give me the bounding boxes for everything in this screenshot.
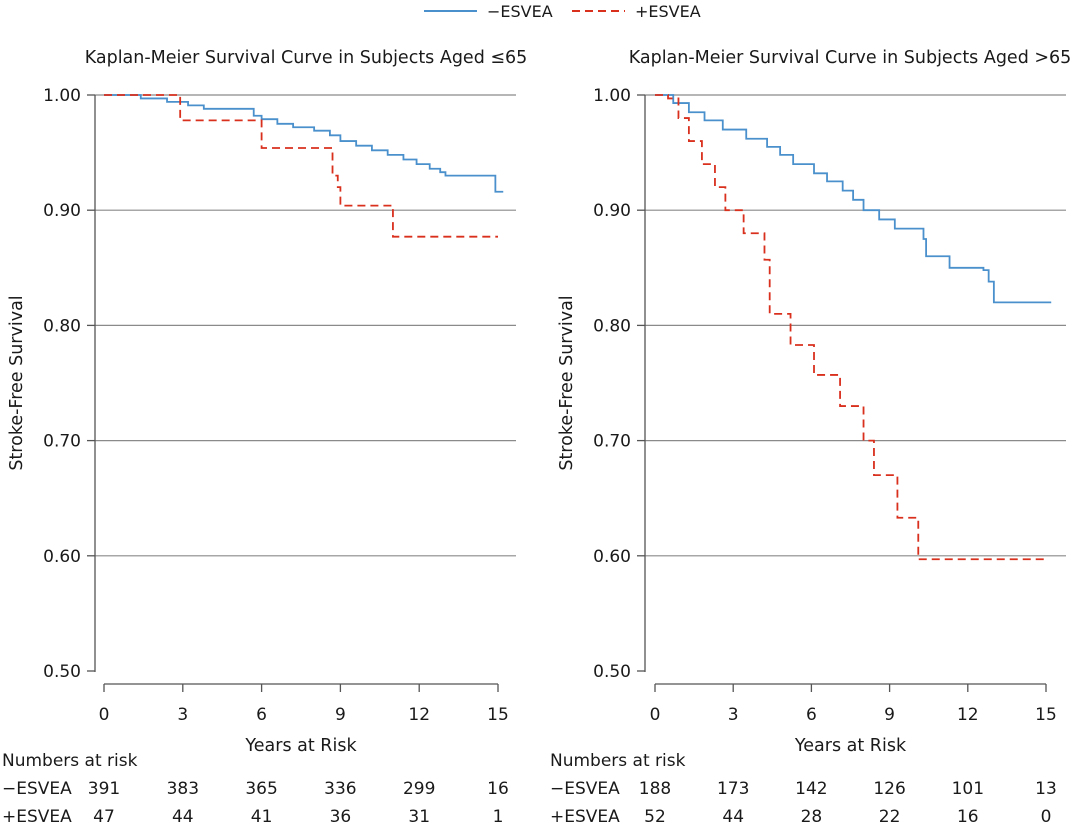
y-tick-label: 0.60	[43, 547, 81, 567]
y-tick-label: 0.80	[43, 316, 81, 336]
risk-count: 52	[644, 807, 666, 827]
risk-count: 31	[408, 807, 430, 827]
risk-count: 383	[167, 779, 199, 799]
legend: −ESVEA +ESVEA	[424, 2, 701, 21]
chart-title: Kaplan-Meier Survival Curve in Subjects …	[629, 48, 1072, 68]
x-axis-label: Years at Risk	[794, 736, 907, 756]
risk-count: 0	[1041, 807, 1052, 827]
y-axis-label: Stroke-Free Survival	[7, 295, 27, 470]
y-tick-label: 0.90	[593, 201, 631, 221]
risk-count: 173	[717, 779, 749, 799]
risk-count: 391	[88, 779, 120, 799]
x-tick-label: 0	[99, 705, 110, 725]
x-tick-label: 0	[650, 705, 661, 725]
y-tick-label: 0.70	[593, 432, 631, 452]
risk-count: 1	[493, 807, 504, 827]
series-line-minus-esvea	[104, 94, 504, 193]
y-tick-label: 1.00	[593, 86, 631, 106]
x-tick-label: 9	[335, 705, 346, 725]
y-axis-label: Stroke-Free Survival	[557, 295, 577, 470]
risk-count: 13	[1035, 779, 1057, 799]
risk-table-heading: Numbers at risk	[2, 751, 138, 771]
risk-row-label: −ESVEA	[2, 779, 72, 799]
risk-count: 336	[324, 779, 356, 799]
series-line-plus-esvea	[655, 94, 1046, 561]
x-tick-label: 15	[487, 705, 509, 725]
risk-count: 16	[957, 807, 979, 827]
risk-count: 188	[639, 779, 671, 799]
x-tick-label: 3	[177, 705, 188, 725]
x-tick-label: 12	[408, 705, 430, 725]
risk-count: 365	[245, 779, 277, 799]
y-tick-label: 0.70	[43, 432, 81, 452]
series-line-minus-esvea	[655, 94, 1052, 304]
x-tick-label: 9	[884, 705, 895, 725]
x-axis-label: Years at Risk	[244, 736, 357, 756]
risk-count: 16	[487, 779, 509, 799]
risk-count: 36	[330, 807, 352, 827]
y-tick-label: 0.50	[593, 662, 631, 682]
risk-count: 101	[952, 779, 984, 799]
risk-row-label: +ESVEA	[2, 807, 72, 827]
risk-table-heading: Numbers at risk	[550, 751, 686, 771]
x-tick-label: 6	[806, 705, 817, 725]
risk-count: 299	[403, 779, 435, 799]
km-panel-aged-65-or-under: Kaplan-Meier Survival Curve in Subjects …	[2, 48, 527, 827]
legend-label-plus-esvea: +ESVEA	[635, 2, 701, 21]
risk-count: 44	[722, 807, 744, 827]
risk-row-label: −ESVEA	[550, 779, 620, 799]
risk-count: 142	[795, 779, 827, 799]
y-tick-label: 0.60	[593, 547, 631, 567]
risk-count: 22	[879, 807, 901, 827]
legend-label-minus-esvea: −ESVEA	[487, 2, 553, 21]
y-tick-label: 0.90	[43, 201, 81, 221]
x-tick-label: 6	[256, 705, 267, 725]
y-tick-label: 0.80	[593, 316, 631, 336]
risk-row-label: +ESVEA	[550, 807, 620, 827]
y-tick-label: 1.00	[43, 86, 81, 106]
km-panel-aged-over-65: Kaplan-Meier Survival Curve in Subjects …	[550, 48, 1071, 827]
risk-count: 44	[172, 807, 194, 827]
x-tick-label: 15	[1035, 705, 1057, 725]
chart-title: Kaplan-Meier Survival Curve in Subjects …	[85, 48, 528, 68]
risk-count: 47	[93, 807, 115, 827]
risk-count: 126	[873, 779, 905, 799]
x-tick-label: 3	[728, 705, 739, 725]
risk-count: 41	[251, 807, 273, 827]
y-tick-label: 0.50	[43, 662, 81, 682]
series-line-plus-esvea	[104, 94, 498, 238]
risk-count: 28	[801, 807, 823, 827]
x-tick-label: 12	[957, 705, 979, 725]
